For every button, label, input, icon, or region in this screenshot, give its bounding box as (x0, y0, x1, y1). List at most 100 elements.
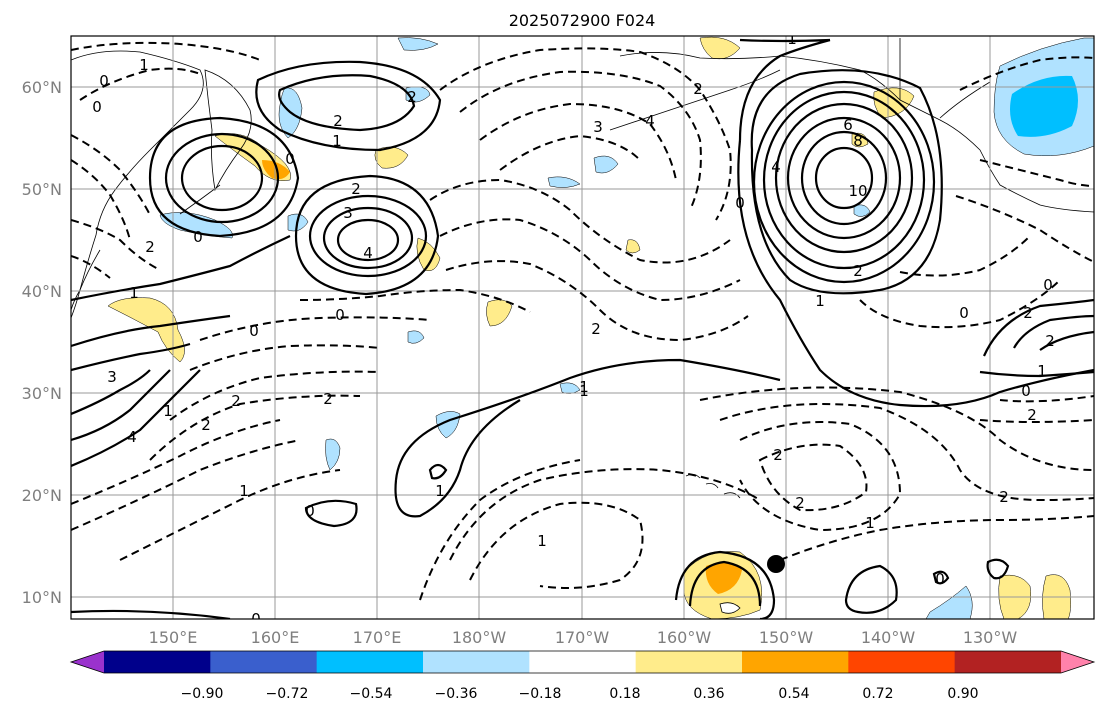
colorbar-segment (635, 651, 743, 673)
contour-label: 6 (843, 116, 853, 134)
contour-label: 0 (1043, 276, 1053, 294)
contour-label: 1 (787, 30, 797, 48)
shade-patch (1010, 75, 1078, 137)
shade-patch (873, 87, 915, 119)
contour-high-pacific (800, 130, 888, 226)
colorbar-ticks: −0.90 −0.72 −0.54 −0.36 −0.18 0.18 0.36 … (181, 686, 979, 702)
colorbar-outline (69, 650, 1096, 674)
colorbar-tick-label: 0.90 (947, 686, 978, 702)
contour-subtropic (394, 399, 521, 518)
colorbar-segment (423, 651, 530, 673)
contour-negative (479, 102, 677, 181)
contour-high-pacific (814, 146, 874, 210)
contour-negative (999, 395, 1094, 403)
contour-west-bottom (71, 342, 191, 372)
map-frame (70, 35, 1095, 620)
shade-patch (593, 155, 619, 174)
lon-label: 140°W (861, 628, 916, 647)
colorbar-segment (848, 651, 956, 673)
contour-label: 2 (231, 392, 241, 410)
coastline-kuril (179, 184, 221, 215)
contour-label: 3 (593, 118, 603, 136)
colorbar-segment (316, 651, 424, 673)
shade-patch (625, 239, 641, 254)
contour-negative (439, 47, 732, 221)
contour-label: 0 (285, 150, 295, 168)
contour-one-pacific (738, 38, 831, 141)
map-panel: 0 1 0 2 1 2 0 2 3 4 0 2 1 3 4 2 2 1 0 2 … (71, 30, 1094, 628)
contour-negative (299, 288, 531, 313)
shade-patch (159, 212, 233, 239)
contour-negative (899, 235, 1031, 277)
contour-west-bottom (71, 369, 171, 442)
coastline-kamchatka (204, 69, 252, 192)
positive-contours (71, 38, 1094, 619)
contour-label: 2 (407, 88, 417, 106)
contour-label: 0 (251, 610, 261, 628)
contour-label: 1 (537, 532, 547, 550)
contour-high-west (180, 144, 264, 212)
lon-label: 150°W (759, 628, 814, 647)
shade-patch (486, 299, 513, 327)
coastline-japan (71, 249, 101, 311)
contour-high-pacific (752, 80, 936, 284)
contour-one-pacific (737, 139, 1094, 408)
lat-label: 30°N (22, 384, 62, 403)
colorbar-tick-label: −0.36 (435, 686, 478, 702)
lon-label: 150°E (149, 628, 198, 647)
contour-negative (979, 419, 1094, 423)
shade-patch (397, 37, 439, 51)
contour-negative (149, 394, 361, 461)
shade-patch (925, 585, 973, 619)
contour-negative (169, 370, 381, 421)
contour-negative (979, 159, 1094, 187)
contour-label: 4 (363, 244, 373, 262)
contour-high-pacific (762, 90, 926, 270)
contour-high-midlat (322, 206, 414, 270)
contour-west-bottom (71, 369, 201, 468)
contour-label: 0 (1021, 382, 1031, 400)
contour-label: 4 (127, 428, 137, 446)
contour-label: 4 (645, 112, 655, 130)
colorbar-extend-high (1061, 651, 1094, 673)
contour-label: 0 (99, 72, 109, 90)
contour-negative (199, 316, 431, 341)
contour-label: 2 (351, 180, 361, 198)
contour-label: 2 (853, 262, 863, 280)
contour-label: 2 (1027, 406, 1037, 424)
contour-negative (959, 56, 1094, 91)
contour-label: 2 (1045, 332, 1055, 350)
contour-negative (499, 134, 641, 171)
contour-label: 3 (107, 368, 117, 386)
contour-label: 2 (323, 390, 333, 408)
coastline-canada-west (899, 38, 991, 119)
contour-high-midlat (294, 174, 440, 296)
contour-label: 2 (333, 112, 343, 130)
colorbar-tick-label: −0.54 (350, 686, 393, 702)
contour-west-bottom (71, 369, 151, 416)
contour-negative (758, 443, 868, 512)
colorbar-segment (954, 651, 1062, 673)
contour-west-bottom (71, 314, 231, 348)
lat-label: 10°N (22, 588, 62, 607)
contour-negative (955, 195, 1094, 263)
contour-high-pacific (774, 102, 914, 254)
contour-high-pacific (786, 116, 902, 240)
contour-label: 0 (92, 98, 102, 116)
contour-bottom-high (674, 550, 776, 619)
lon-label: 170°E (353, 628, 402, 647)
colorbar-tick-label: −0.90 (181, 686, 224, 702)
lat-label: 60°N (22, 78, 62, 97)
colorbar-tick-label: −0.18 (519, 686, 562, 702)
colorbar-segment (210, 651, 318, 673)
contour-label: 8 (853, 132, 863, 150)
negative-contours (71, 41, 1094, 601)
colorbar-tick-label: 0.54 (778, 686, 809, 702)
contour-east-high (979, 370, 1094, 378)
contour-negative (439, 218, 741, 302)
contour-label: 1 (239, 482, 249, 500)
contour-negative (71, 419, 281, 505)
contour-label: 0 (959, 304, 969, 322)
colorbar (69, 650, 1096, 674)
contour-high-north (255, 60, 442, 152)
